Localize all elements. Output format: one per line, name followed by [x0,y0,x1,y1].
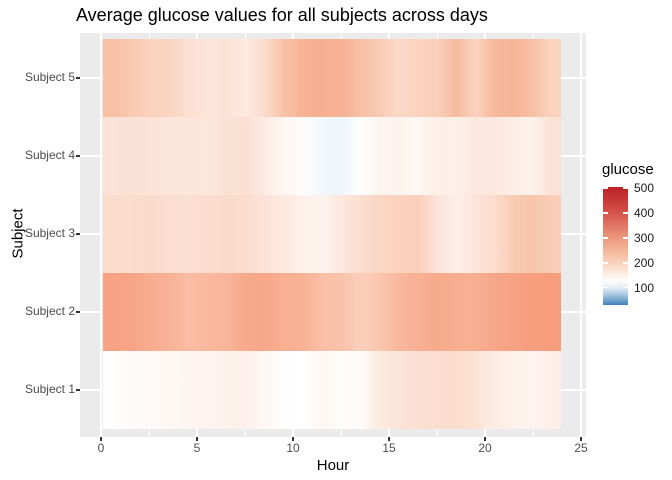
x-tick-label: 10 [286,441,300,455]
legend-tick [623,237,628,239]
heatmap-row-subject-5 [103,39,561,117]
y-tick-label: Subject 3 [24,226,75,240]
x-tick-label: 25 [574,441,588,455]
y-tick-mark [76,389,80,391]
legend-tick [623,212,628,214]
gridline-major-x [580,33,582,437]
legend-tick-label: 100 [634,280,655,295]
x-tick-label: 0 [97,441,105,455]
chart-title: Average glucose values for all subjects … [76,5,488,25]
x-tick-mark [580,437,582,441]
x-tick-mark [484,437,486,441]
y-tick-label: Subject 1 [24,382,75,396]
heatmap-row-subject-3 [103,195,561,273]
y-tick-mark [76,77,80,79]
legend-tick-label: 300 [634,230,655,245]
y-tick-mark [76,311,80,313]
x-tick-label: 20 [478,441,492,455]
y-tick-mark [76,233,80,235]
legend-tick-label: 200 [634,255,655,270]
heatmap-row-subject-1 [103,351,561,429]
y-tick-label: Subject 4 [24,148,75,162]
x-tick-label: 15 [382,441,396,455]
legend-tick [623,262,628,264]
legend-tick [623,286,628,289]
legend-tick [603,212,608,214]
legend-tick [603,187,608,189]
x-tick-mark [388,437,390,441]
legend-tick-label: 500 [634,181,655,196]
x-tick-mark [292,437,294,441]
legend-tick [603,262,608,264]
legend-tick [623,187,628,189]
legend-title: glucose [602,161,654,178]
legend-tick [603,237,608,239]
heatmap-row-subject-4 [103,117,561,195]
plot-panel [80,33,586,437]
y-tick-label: Subject 5 [24,70,75,84]
legend-tick-label: 400 [634,206,655,221]
legend-tick [603,286,608,289]
gridline-major-x [100,33,102,437]
y-axis-title: Subject [9,208,27,259]
x-axis-title: Hour [316,457,350,474]
heatmap-row-subject-2 [103,273,561,351]
x-tick-label: 5 [193,441,201,455]
y-tick-mark [76,155,80,157]
x-tick-mark [196,437,198,441]
y-tick-label: Subject 2 [24,304,75,318]
x-tick-mark [100,437,102,441]
legend-colorbar [603,187,628,305]
